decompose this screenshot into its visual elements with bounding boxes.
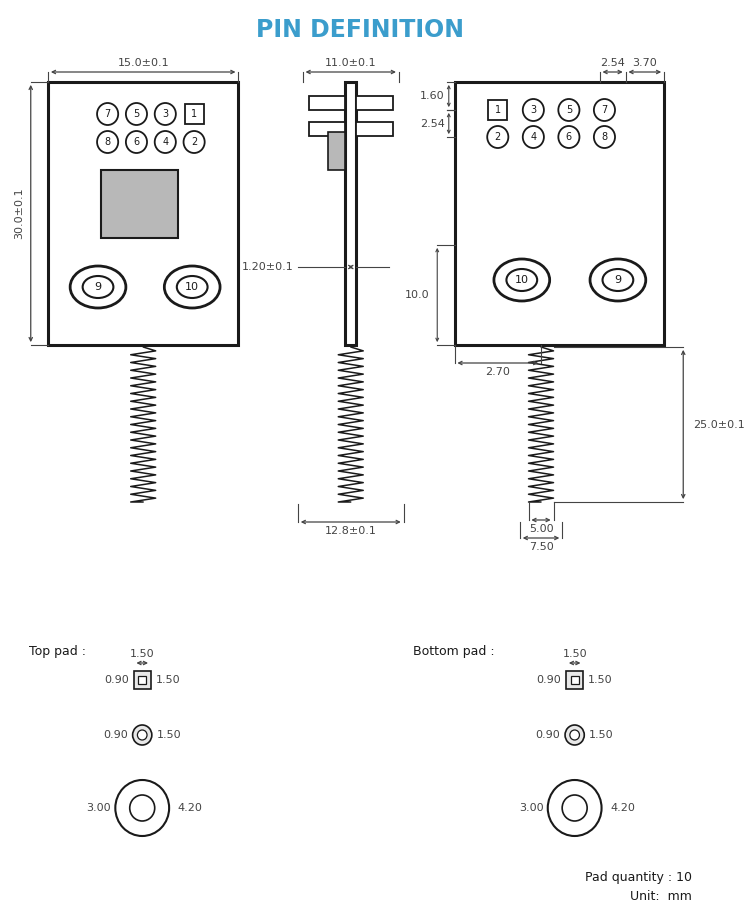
Bar (184, 104, 204, 124)
Text: 3.00: 3.00 (519, 803, 544, 813)
Text: 6: 6 (566, 132, 572, 142)
Ellipse shape (164, 266, 220, 308)
Ellipse shape (590, 259, 646, 301)
Text: 5: 5 (134, 109, 140, 119)
Text: 25.0±0.1: 25.0±0.1 (693, 420, 745, 430)
Text: 4.20: 4.20 (178, 803, 203, 813)
Circle shape (523, 126, 544, 148)
Circle shape (184, 131, 205, 153)
Text: 3: 3 (162, 109, 168, 119)
Text: 10.0: 10.0 (405, 290, 430, 300)
Bar (138, 676, 146, 684)
Text: 7: 7 (104, 109, 111, 119)
Text: 1: 1 (495, 105, 501, 115)
Circle shape (548, 780, 602, 836)
Text: 1.50: 1.50 (590, 730, 614, 740)
Circle shape (133, 725, 152, 745)
Bar (356, 122, 392, 136)
Text: 3: 3 (530, 105, 536, 115)
Text: 3.00: 3.00 (87, 803, 111, 813)
Text: 7: 7 (602, 105, 608, 115)
Circle shape (97, 131, 118, 153)
Text: 1.50: 1.50 (588, 675, 613, 685)
Text: 3.70: 3.70 (632, 58, 657, 68)
Bar (101, 170, 178, 238)
Circle shape (126, 131, 147, 153)
Circle shape (565, 725, 584, 745)
Text: 2.70: 2.70 (485, 367, 510, 377)
Text: Pad quantity : 10: Pad quantity : 10 (585, 871, 692, 885)
Text: 2.54: 2.54 (420, 119, 445, 129)
Text: 1.60: 1.60 (420, 91, 445, 101)
Circle shape (570, 730, 580, 740)
Text: PIN DEFINITION: PIN DEFINITION (256, 18, 464, 42)
Ellipse shape (177, 276, 208, 298)
Text: 0.90: 0.90 (103, 730, 128, 740)
Text: Unit:  mm: Unit: mm (630, 889, 692, 902)
Text: 0.90: 0.90 (536, 675, 561, 685)
Text: 1: 1 (191, 109, 197, 119)
Text: 7.50: 7.50 (529, 542, 554, 552)
Circle shape (523, 99, 544, 121)
Circle shape (130, 795, 154, 821)
Ellipse shape (602, 269, 633, 291)
Circle shape (558, 126, 580, 148)
Bar (309, 122, 346, 136)
Text: 1.50: 1.50 (130, 649, 154, 659)
Text: 0.90: 0.90 (104, 675, 129, 685)
Circle shape (594, 126, 615, 148)
Bar (328, 132, 346, 170)
Bar (346, 82, 356, 345)
Text: 4: 4 (530, 132, 536, 142)
Text: Bottom pad :: Bottom pad : (413, 646, 495, 659)
Bar (134, 671, 151, 689)
Circle shape (97, 103, 118, 125)
Text: Top pad :: Top pad : (28, 646, 86, 659)
Text: 8: 8 (104, 137, 111, 147)
Text: 5.00: 5.00 (529, 524, 554, 534)
Text: 2: 2 (191, 137, 197, 147)
Text: 12.8±0.1: 12.8±0.1 (325, 526, 376, 536)
Text: 8: 8 (602, 132, 608, 142)
Text: 10: 10 (185, 282, 200, 292)
Text: 9: 9 (94, 282, 101, 292)
Text: 0.90: 0.90 (536, 730, 560, 740)
Ellipse shape (70, 266, 126, 308)
Text: 30.0±0.1: 30.0±0.1 (14, 188, 24, 239)
Text: 4: 4 (162, 137, 168, 147)
Circle shape (562, 795, 587, 821)
Bar (454, 82, 664, 345)
Circle shape (488, 126, 508, 148)
Text: 9: 9 (614, 275, 622, 285)
Circle shape (126, 103, 147, 125)
Text: 1.50: 1.50 (157, 730, 182, 740)
Text: 1.20±0.1: 1.20±0.1 (242, 262, 293, 272)
Bar (48, 82, 238, 345)
Text: 10: 10 (514, 275, 529, 285)
Circle shape (594, 99, 615, 121)
Text: 6: 6 (134, 137, 140, 147)
Text: 1.50: 1.50 (156, 675, 181, 685)
Text: 11.0±0.1: 11.0±0.1 (325, 58, 376, 68)
Circle shape (154, 103, 176, 125)
Circle shape (137, 730, 147, 740)
Bar (356, 96, 392, 110)
Bar (571, 676, 578, 684)
Circle shape (558, 99, 580, 121)
Text: 2.54: 2.54 (600, 58, 625, 68)
Text: 4.20: 4.20 (610, 803, 635, 813)
Ellipse shape (82, 276, 113, 298)
Text: 1.50: 1.50 (562, 649, 587, 659)
Bar (566, 671, 584, 689)
Text: 15.0±0.1: 15.0±0.1 (117, 58, 169, 68)
Bar (309, 96, 346, 110)
Circle shape (116, 780, 170, 836)
Ellipse shape (494, 259, 550, 301)
Ellipse shape (506, 269, 537, 291)
Text: 5: 5 (566, 105, 572, 115)
Circle shape (154, 131, 176, 153)
Bar (488, 100, 508, 120)
Text: 2: 2 (495, 132, 501, 142)
